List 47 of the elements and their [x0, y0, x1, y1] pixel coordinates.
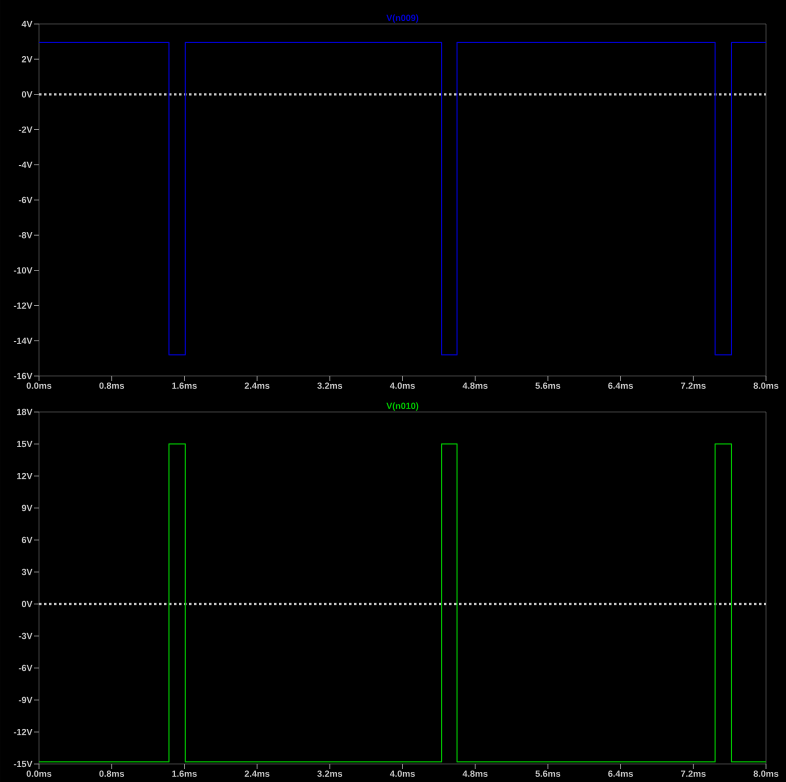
- x-tick-label: 6.4ms: [608, 770, 633, 777]
- y-tick-label: -3V: [18, 632, 32, 640]
- y-tick-label: 3V: [22, 568, 32, 576]
- y-tick-label: -6V: [18, 664, 32, 672]
- x-tick-label: 5.6ms: [535, 382, 560, 389]
- x-tick-label: 2.4ms: [244, 770, 270, 777]
- y-tick-label: -15V: [14, 760, 32, 768]
- y-tick-label: -12V: [14, 302, 32, 309]
- y-tick-label: -8V: [18, 232, 32, 238]
- x-tick-label: 0.8ms: [99, 770, 124, 777]
- text: V(n009): [386, 14, 418, 23]
- y-tick-label: 0V: [22, 600, 32, 608]
- y-tick-label: -14V: [14, 338, 32, 344]
- x-tick-label: 1.6ms: [172, 770, 197, 777]
- x-tick-label: 1.6ms: [172, 382, 197, 389]
- x-tick-label: 5.6ms: [535, 770, 560, 777]
- x-tick-label: 7.2ms: [680, 770, 706, 777]
- x-tick-label: 7.2ms: [680, 382, 706, 389]
- x-tick-label: 6.4ms: [608, 382, 633, 389]
- y-tick-label: -4V: [18, 162, 32, 168]
- y-tick-label: -12V: [14, 728, 32, 736]
- x-tick-label: 4.8ms: [462, 770, 488, 777]
- y-tick-label: -16V: [14, 372, 32, 380]
- x-tick-label: 0.8ms: [99, 382, 124, 389]
- y-tick-label: -6V: [18, 196, 32, 204]
- y-tick-label: 2V: [22, 56, 32, 62]
- x-tick-label: 3.2ms: [317, 382, 342, 389]
- text: V(n010): [386, 402, 418, 411]
- y-tick-label: 15V: [17, 440, 32, 448]
- x-tick-label: 2.4ms: [244, 382, 270, 389]
- x-tick-label: 4.0ms: [390, 382, 415, 389]
- y-tick-label: -2V: [18, 126, 32, 133]
- x-tick-label: 0.0ms: [26, 382, 52, 389]
- y-tick-label: 0V: [22, 91, 32, 98]
- x-tick-label: 4.8ms: [462, 382, 488, 389]
- y-tick-label: -10V: [14, 267, 32, 274]
- y-tick-label: 9V: [22, 504, 32, 512]
- x-tick-label: 3.2ms: [317, 770, 342, 777]
- y-tick-label: 6V: [22, 536, 32, 544]
- y-tick-label: -9V: [18, 696, 32, 704]
- y-tick-label: 4V: [22, 20, 32, 28]
- x-tick-label: 0.0ms: [26, 770, 52, 777]
- x-tick-label: 8.0ms: [754, 382, 778, 389]
- y-tick-label: 18V: [17, 408, 32, 416]
- x-tick-label: 4.0ms: [390, 770, 415, 777]
- x-tick-label: 8.0ms: [754, 770, 778, 777]
- y-tick-label: 12V: [17, 472, 32, 480]
